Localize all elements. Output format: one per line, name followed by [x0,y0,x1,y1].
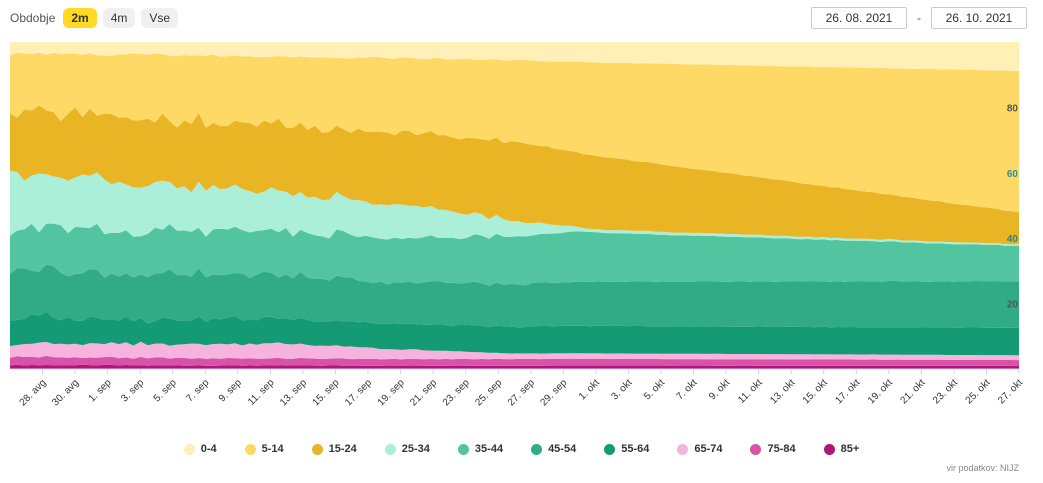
legend-swatch [604,443,616,455]
legend-item[interactable]: 0-4 [183,443,217,455]
x-tick-label: 25. sep [473,377,504,408]
legend-item[interactable]: 35-44 [457,443,504,455]
legend-item[interactable]: 45-54 [531,443,576,455]
x-tick-label: 17. sep [343,377,374,408]
legend-swatch [384,443,396,455]
area-75-84[interactable] [10,355,1019,366]
legend-swatch [244,443,256,455]
x-tick-label: 21. okt [899,377,928,406]
period-2m-button[interactable]: 2m [63,8,97,28]
x-tick-label: 28. avg [18,377,49,408]
x-tick-label: 5. okt [642,377,667,402]
x-tick-label: 29. sep [538,377,569,408]
period-4m-button[interactable]: 4m [102,8,136,28]
x-tick-label: 15. okt [801,377,830,406]
x-tick-label: 25. okt [964,377,993,406]
legend-label: 85+ [840,443,860,455]
legend-label: 0-4 [200,443,217,455]
legend-swatch [311,443,323,455]
x-tick-label: 7. sep [184,377,211,404]
x-axis: 28. avg 30. avg 1. sep 3. sep 5. sep 7. sep 9.… [18,369,1025,408]
period-all-button[interactable]: Vse [141,8,179,28]
area-25-34[interactable] [10,170,1019,246]
y-tick-label: 60 [1007,169,1019,180]
y-tick-label: 80 [1007,103,1019,114]
x-tick-label: 30. avg [50,377,81,408]
legend-swatch [531,443,543,455]
y-tick-label: 20 [1007,300,1019,311]
legend-item[interactable]: 65-74 [677,443,722,455]
legend-swatch [823,443,835,455]
legend-swatch [677,443,689,455]
legend-item[interactable]: 55-64 [604,443,649,455]
legend-item[interactable]: 75-84 [750,443,796,455]
x-tick-label: 17. okt [833,377,862,406]
area-5-14[interactable] [10,52,1019,213]
date-from-input[interactable] [811,7,907,29]
legend-swatch [750,443,762,455]
legend-item[interactable]: 85+ [823,443,860,455]
legend-label: 65-74 [694,443,723,455]
legend-label: 55-64 [621,443,650,455]
x-tick-label: 1. okt [577,377,602,402]
area-45-54[interactable] [10,264,1019,328]
date-to-input[interactable] [931,7,1027,29]
x-tick-label: 21. sep [408,377,439,408]
legend-item[interactable]: 15-24 [311,443,357,455]
y-tick-label: 40 [1007,234,1019,245]
legend-label: 15-24 [328,443,357,455]
legend-label: 75-84 [767,443,796,455]
x-tick-label: 27. okt [996,377,1025,406]
y-axis: 20 40 60 80 [1007,103,1019,310]
legend-swatch [457,443,469,455]
legend-label: 45-54 [548,443,577,455]
legend-item[interactable]: 25-34 [384,443,430,455]
source-note: vir podatkov: NIJZ [946,463,1019,473]
date-separator: - [917,11,921,25]
x-tick-label: 19. sep [376,377,407,408]
area-65-74[interactable] [10,341,1019,361]
area-55-64[interactable] [10,311,1019,356]
x-tick-label: 11. okt [736,377,765,406]
area-series-group [10,42,1019,369]
date-range: - [811,7,1027,29]
area-15-24[interactable] [10,105,1019,245]
x-tick-label: 27. sep [506,377,537,408]
x-tick-label: 11. sep [246,377,277,408]
x-tick-label: 1. sep [87,377,114,404]
x-tick-label: 23. sep [441,377,472,408]
x-tick-label: 15. sep [311,377,342,408]
legend-label: 5-14 [261,443,284,455]
area-35-44[interactable] [10,223,1019,286]
x-tick-label: 9. okt [707,377,732,402]
legend-label: 35-44 [474,443,504,455]
legend-swatch [183,443,195,455]
x-tick-label: 13. sep [278,377,309,408]
x-tick-label: 5. sep [152,377,179,404]
x-tick-label: 19. okt [866,377,895,406]
x-tick-label: 13. okt [768,377,797,406]
x-tick-label: 3. sep [119,377,146,404]
area-85+[interactable] [10,364,1019,369]
legend: 0-4 5-14 15-24 25-34 35-44 45-54 55-64 65-74 75-… [0,443,1043,455]
legend-label: 25-34 [401,443,430,455]
area-0-4[interactable] [10,42,1019,71]
x-tick-label: 3. okt [609,377,634,402]
x-tick-label: 7. okt [675,377,700,402]
period-selector: Obdobje 2m 4m Vse [10,8,179,28]
x-tick-label: 9. sep [217,377,244,404]
legend-item[interactable]: 5-14 [244,443,284,455]
x-tick-label: 23. okt [931,377,960,406]
period-label: Obdobje [10,11,56,25]
